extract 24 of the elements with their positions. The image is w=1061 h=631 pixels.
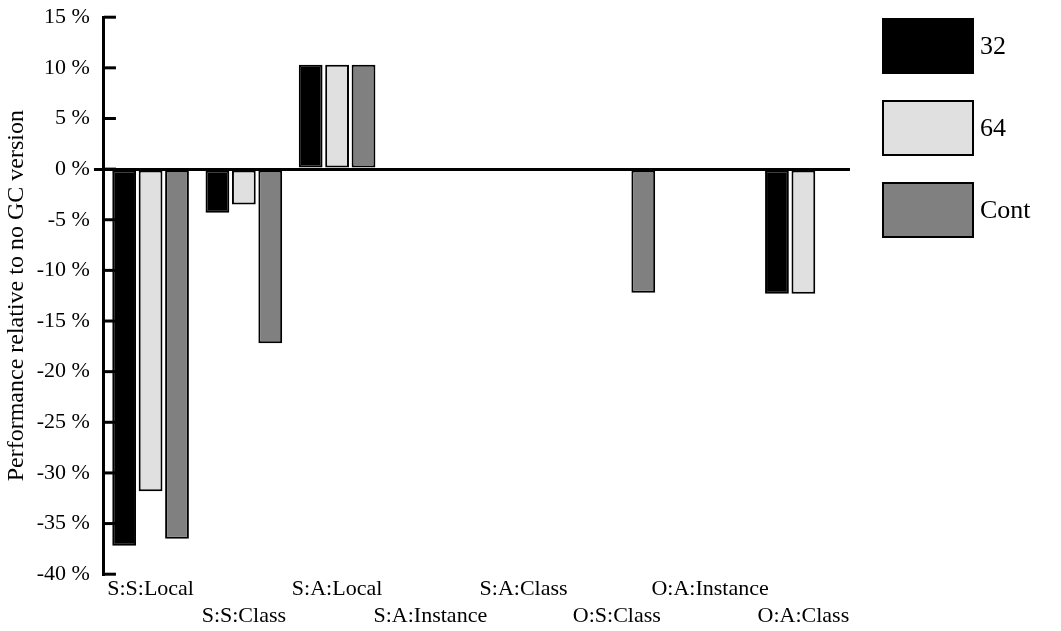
- x-tick-label: S:S:Class: [201, 601, 287, 627]
- x-tick-label: S:S:Local: [107, 575, 194, 601]
- y-tick-label: -15 %: [36, 306, 90, 332]
- y-tick-label: 15 %: [44, 2, 90, 28]
- x-tick-label: S:A:Class: [479, 575, 568, 601]
- legend-label: 64: [980, 113, 1006, 143]
- y-tick-label: 5 %: [55, 104, 90, 130]
- x-tick-label: O:A:Class: [757, 601, 850, 627]
- y-tick-label: -25 %: [36, 408, 90, 434]
- x-tick-label: S:A:Instance: [373, 601, 488, 627]
- legend-label: Cont: [980, 195, 1031, 225]
- y-tick-label: -20 %: [36, 357, 90, 383]
- y-tick-label: -40 %: [36, 559, 90, 585]
- y-tick-label: -10 %: [36, 256, 90, 282]
- y-tick-label: 10 %: [44, 53, 90, 79]
- y-tick-label: 0 %: [55, 154, 90, 180]
- x-tick-label: O:A:Instance: [651, 575, 769, 601]
- x-tick-label: O:S:Class: [572, 601, 661, 627]
- y-axis-title: Performance relative to no GC version: [1, 110, 28, 482]
- y-tick-label: -5 %: [47, 205, 90, 231]
- legend-label: 32: [980, 31, 1006, 61]
- y-tick-label: -35 %: [36, 509, 90, 535]
- x-tick-label: S:A:Local: [291, 575, 383, 601]
- y-tick-label: -30 %: [36, 458, 90, 484]
